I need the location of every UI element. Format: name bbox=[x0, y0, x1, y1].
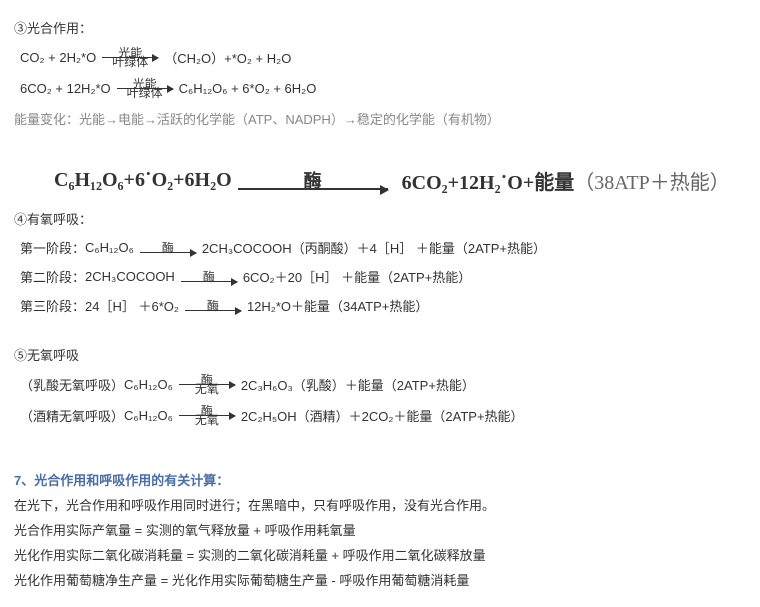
section3-title: ③光合作用： bbox=[14, 18, 746, 37]
main-right: 6CO₂+12H₂˙O+能量 bbox=[402, 166, 575, 195]
calc-line2: 光合作用实际产氧量 = 实测的氧气释放量 + 呼吸作用耗氧量 bbox=[14, 520, 746, 539]
anaerobic-label: （酒精无氧呼吸） bbox=[20, 406, 124, 425]
main-equation: C₆H₁₂O₆+6˙O₂+6H₂O 酶 6CO₂+12H₂˙O+能量 （38AT… bbox=[54, 166, 746, 195]
arrow-icon: 光能 叶绿体 bbox=[117, 78, 173, 99]
eq2-right: C₆H₁₂O₆ + 6*O₂ + 6H₂O bbox=[179, 81, 317, 96]
phase-right: 2CH₃COCOOH（丙酮酸）＋4［H］ ＋能量（2ATP+热能） bbox=[202, 238, 546, 257]
arrow-icon: 酶 无氧 bbox=[179, 405, 235, 426]
phase-left: 24［H］ ＋6*O₂ bbox=[85, 296, 179, 315]
main-left: C₆H₁₂O₆+6˙O₂+6H₂O bbox=[54, 169, 232, 192]
anaerobic-left: C₆H₁₂O₆ bbox=[124, 377, 173, 392]
arrow-icon: 酶 bbox=[181, 271, 237, 282]
arrow-icon: 酶 bbox=[185, 300, 241, 311]
arrow-icon: 酶 bbox=[140, 242, 196, 253]
phase-label: 第二阶段： bbox=[20, 267, 85, 286]
aerobic-phase2: 第二阶段： 2CH₃COCOOH 酶 6CO₂＋20［H］ ＋能量（2ATP+热… bbox=[20, 267, 746, 286]
anaerobic-label: （乳酸无氧呼吸） bbox=[20, 375, 124, 394]
arrow-icon: 光能 叶绿体 bbox=[102, 47, 158, 68]
calc-line3: 光化作用实际二氧化碳消耗量 = 实测的二氧化碳消耗量 + 呼吸作用二氧化碳释放量 bbox=[14, 545, 746, 564]
section4-title: ④有氧呼吸： bbox=[14, 209, 746, 228]
main-paren: （38ATP＋热能） bbox=[574, 166, 730, 195]
aerobic-phase1: 第一阶段： C₆H₁₂O₆ 酶 2CH₃COCOOH（丙酮酸）＋4［H］ ＋能量… bbox=[20, 238, 746, 257]
section5-title: ⑤无氧呼吸 bbox=[14, 345, 746, 364]
anaerobic-lactic: （乳酸无氧呼吸） C₆H₁₂O₆ 酶 无氧 2C₃H₆O₃（乳酸）＋能量（2AT… bbox=[20, 374, 746, 395]
eq-photosyn-1: CO₂ + 2H₂*O 光能 叶绿体 （CH₂O）+*O₂ + H₂O bbox=[20, 47, 746, 68]
anaerobic-alcohol: （酒精无氧呼吸） C₆H₁₂O₆ 酶 无氧 2C₂H₅OH（酒精）＋2CO₂＋能… bbox=[20, 405, 746, 426]
eq1-right: （CH₂O）+*O₂ + H₂O bbox=[164, 48, 291, 67]
phase-left: C₆H₁₂O₆ bbox=[85, 240, 134, 255]
arrow-icon: 酶 bbox=[238, 172, 388, 190]
anaerobic-right: 2C₂H₅OH（酒精）＋2CO₂＋能量（2ATP+热能） bbox=[241, 406, 524, 425]
calc-line1: 在光下，光合作用和呼吸作用同时进行；在黑暗中，只有呼吸作用，没有光合作用。 bbox=[14, 495, 746, 514]
calc-line4: 光化作用葡萄糖净生产量 = 光化作用实际葡萄糖生产量 - 呼吸作用葡萄糖消耗量 bbox=[14, 570, 746, 589]
phase-right: 6CO₂＋20［H］ ＋能量（2ATP+热能） bbox=[243, 267, 471, 286]
phase-label: 第三阶段： bbox=[20, 296, 85, 315]
phase-right: 12H₂*O＋能量（34ATP+热能） bbox=[247, 296, 428, 315]
eq1-left: CO₂ + 2H₂*O bbox=[20, 50, 96, 65]
eq-photosyn-2: 6CO₂ + 12H₂*O 光能 叶绿体 C₆H₁₂O₆ + 6*O₂ + 6H… bbox=[20, 78, 746, 99]
energy-change-text: 能量变化：光能→电能→活跃的化学能（ATP、NADPH）→稳定的化学能（有机物） bbox=[14, 109, 746, 128]
section7-title: 7、光合作用和呼吸作用的有关计算： bbox=[14, 470, 746, 489]
arrow-icon: 酶 无氧 bbox=[179, 374, 235, 395]
anaerobic-right: 2C₃H₆O₃（乳酸）＋能量（2ATP+热能） bbox=[241, 375, 475, 394]
eq2-left: 6CO₂ + 12H₂*O bbox=[20, 81, 111, 96]
phase-left: 2CH₃COCOOH bbox=[85, 269, 175, 284]
aerobic-phase3: 第三阶段： 24［H］ ＋6*O₂ 酶 12H₂*O＋能量（34ATP+热能） bbox=[20, 296, 746, 315]
phase-label: 第一阶段： bbox=[20, 238, 85, 257]
anaerobic-left: C₆H₁₂O₆ bbox=[124, 408, 173, 423]
